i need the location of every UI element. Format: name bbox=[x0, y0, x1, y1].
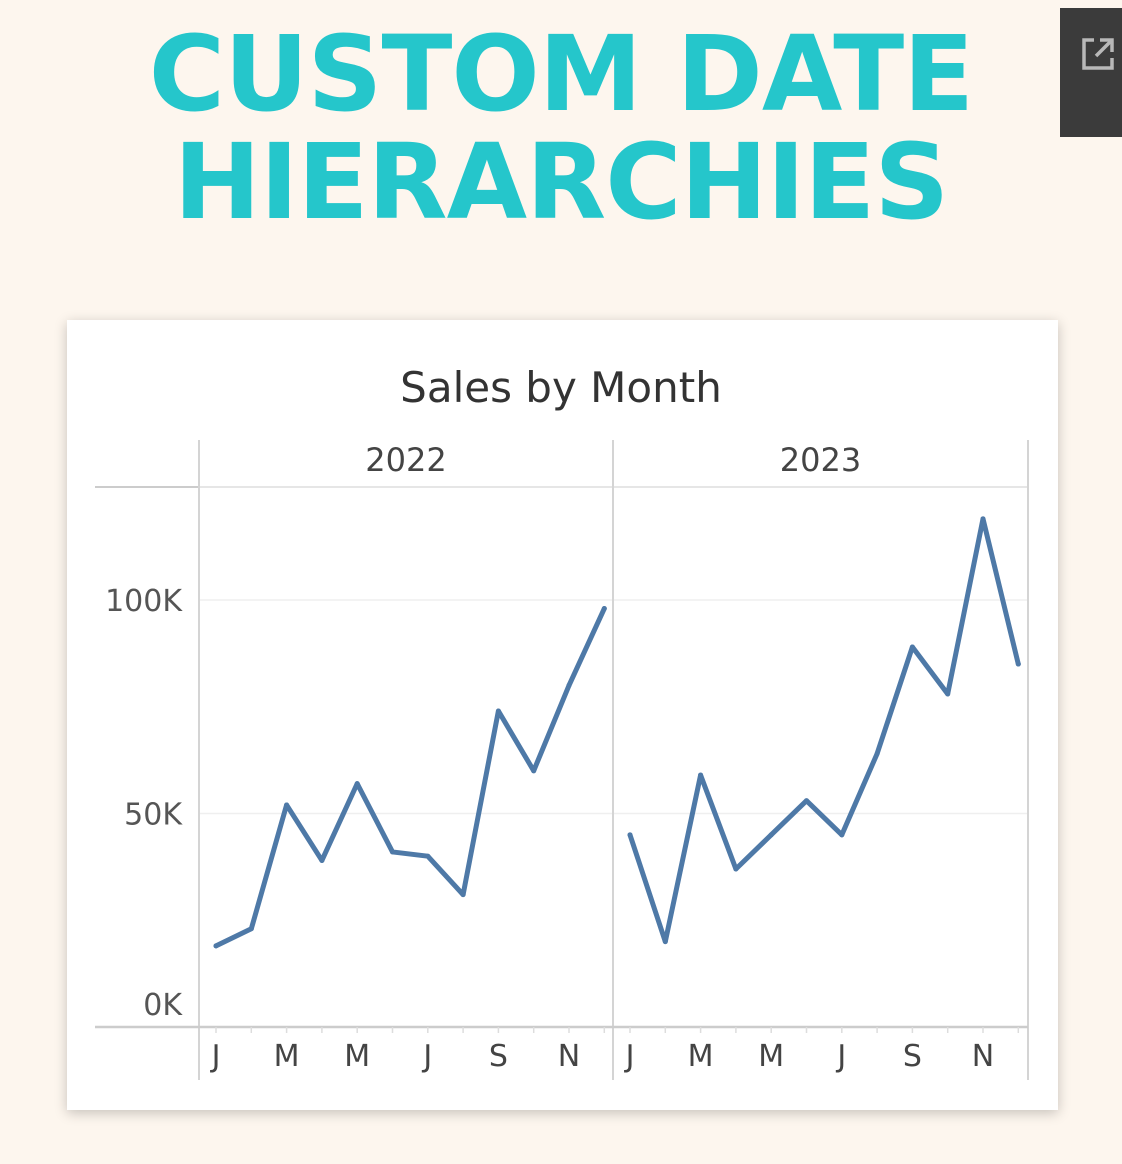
data-point-2023-apr bbox=[733, 866, 739, 872]
data-point-2022-sep bbox=[495, 708, 501, 714]
data-point-2022-jul bbox=[425, 853, 431, 859]
data-point-2022-aug bbox=[460, 892, 466, 898]
panel-header-2023: 2023 bbox=[780, 441, 861, 479]
x-tick-label: J bbox=[210, 1039, 221, 1074]
y-tick-label: 100K bbox=[105, 584, 183, 619]
data-point-2022-jan bbox=[213, 943, 219, 949]
x-tick-label: M bbox=[274, 1039, 300, 1074]
data-point-2023-mar bbox=[698, 772, 704, 778]
chart-card: Sales by Month 0K 50K 100K 2022 J M M J S N 2023 J M… bbox=[67, 320, 1058, 1110]
chart-title: Sales by Month bbox=[400, 363, 722, 412]
data-point-2022-may bbox=[354, 781, 360, 787]
x-tick-label: N bbox=[558, 1039, 580, 1074]
data-point-2022-feb bbox=[248, 926, 254, 932]
popout-button[interactable] bbox=[1060, 8, 1122, 137]
data-point-2022-oct bbox=[531, 768, 537, 774]
data-point-2022-nov bbox=[566, 682, 572, 688]
x-tick-label: S bbox=[489, 1039, 508, 1074]
x-tick-label: M bbox=[758, 1039, 784, 1074]
headline-line-2: HIERARCHIES bbox=[173, 121, 949, 243]
data-point-2022-mar bbox=[284, 802, 290, 808]
y-tick-label: 0K bbox=[143, 988, 183, 1023]
sales-line-2022 bbox=[213, 606, 607, 949]
y-tick-label: 50K bbox=[124, 798, 183, 833]
x-tick-label: N bbox=[972, 1039, 994, 1074]
x-tick-label: M bbox=[688, 1039, 714, 1074]
sales-line-chart: Sales by Month 0K 50K 100K 2022 J M M J S N 2023 J M… bbox=[95, 363, 1029, 1080]
x-tick-label: J bbox=[624, 1039, 635, 1074]
headline-line-1: CUSTOM DATE bbox=[148, 13, 974, 135]
data-point-2023-may bbox=[768, 832, 774, 838]
data-point-2023-oct bbox=[945, 691, 951, 697]
x-tick-label: J bbox=[835, 1039, 846, 1074]
data-point-2023-feb bbox=[662, 939, 668, 945]
sales-line-2023 bbox=[627, 516, 1021, 945]
x-tick-label: S bbox=[903, 1039, 922, 1074]
data-point-2023-aug bbox=[874, 751, 880, 757]
data-point-2022-jun bbox=[390, 849, 395, 855]
panel-header-2022: 2022 bbox=[365, 441, 446, 479]
data-point-2023-jan bbox=[627, 832, 633, 838]
data-point-2023-jun bbox=[804, 798, 809, 804]
data-point-2023-sep bbox=[909, 644, 915, 650]
external-link-icon bbox=[1082, 38, 1114, 70]
x-tick-label: J bbox=[421, 1039, 432, 1074]
data-point-2023-dec bbox=[1015, 661, 1021, 667]
data-point-2022-dec bbox=[601, 606, 607, 612]
x-tick-label: M bbox=[344, 1039, 370, 1074]
data-point-2023-jul bbox=[839, 832, 845, 838]
data-point-2023-nov bbox=[980, 516, 986, 522]
data-point-2022-apr bbox=[319, 857, 325, 863]
